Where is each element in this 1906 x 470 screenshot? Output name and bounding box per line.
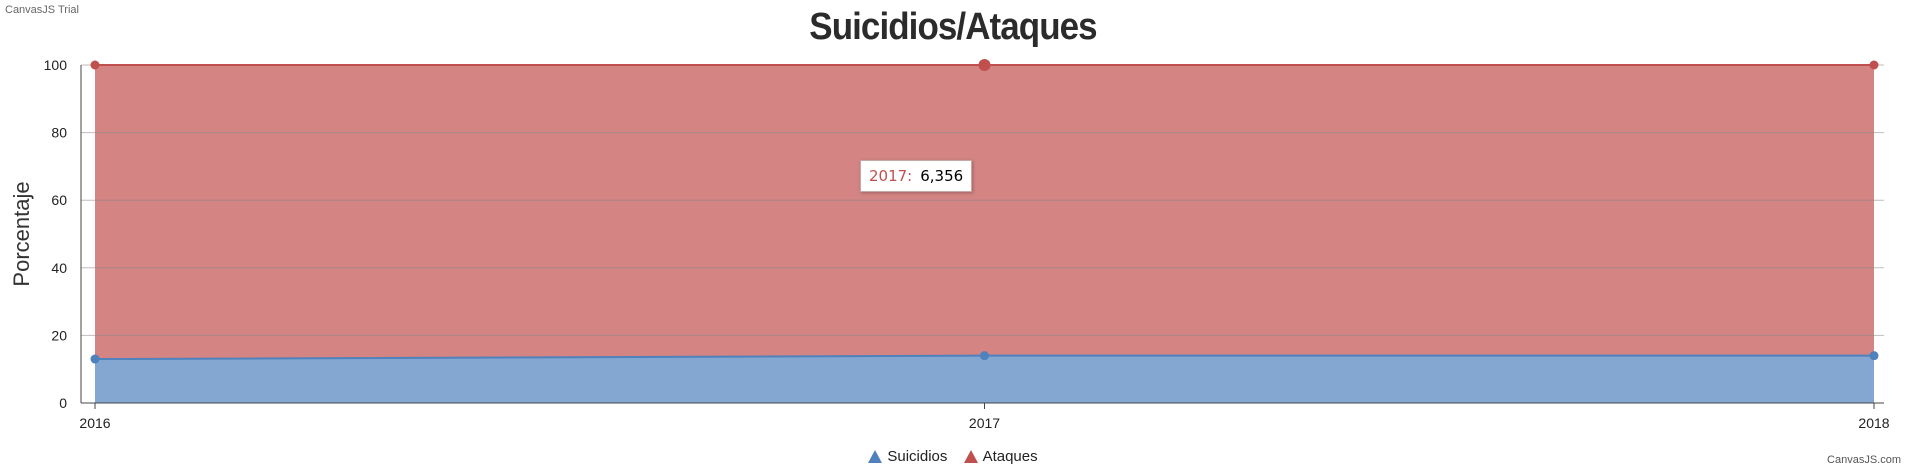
legend: Suicidios Ataques xyxy=(0,448,1906,467)
x-tick-label: 2016 xyxy=(79,415,110,431)
legend-item-ataques[interactable]: Ataques xyxy=(963,448,1038,465)
y-tick-label: 80 xyxy=(51,125,67,141)
legend-item-suicidios[interactable]: Suicidios xyxy=(868,448,947,465)
tooltip-value: 6,356 xyxy=(920,167,964,185)
data-point-ataques[interactable] xyxy=(978,59,991,71)
y-tick-label: 40 xyxy=(51,260,67,276)
legend-label: Suicidios xyxy=(887,448,948,465)
triangle-icon xyxy=(868,450,883,463)
data-point-ataques[interactable] xyxy=(1869,60,1879,70)
y-tick-label: 20 xyxy=(51,327,67,343)
y-tick-label: 0 xyxy=(59,395,67,411)
triangle-icon xyxy=(963,450,978,463)
y-tick-label: 100 xyxy=(44,57,68,73)
x-tick-label: 2017 xyxy=(969,415,1000,431)
area-suicidios xyxy=(95,355,1874,403)
x-tick-label: 2018 xyxy=(1858,415,1889,431)
data-point-ataques[interactable] xyxy=(90,60,100,70)
tooltip: 2017: 6,356 xyxy=(860,160,973,192)
legend-label: Ataques xyxy=(982,448,1038,465)
y-axis-label: Porcentaje xyxy=(9,181,34,286)
area-ataques xyxy=(95,65,1874,360)
data-point-suicidios[interactable] xyxy=(980,351,989,361)
data-point-suicidios[interactable] xyxy=(90,354,100,364)
chart-title: Suicidios/Ataques xyxy=(809,6,1097,48)
trial-watermark: CanvasJS Trial xyxy=(5,4,79,16)
data-point-suicidios[interactable] xyxy=(1869,351,1879,361)
y-tick-label: 60 xyxy=(51,192,67,208)
credit-link[interactable]: CanvasJS.com xyxy=(1827,454,1901,466)
tooltip-label: 2017: xyxy=(869,167,913,185)
